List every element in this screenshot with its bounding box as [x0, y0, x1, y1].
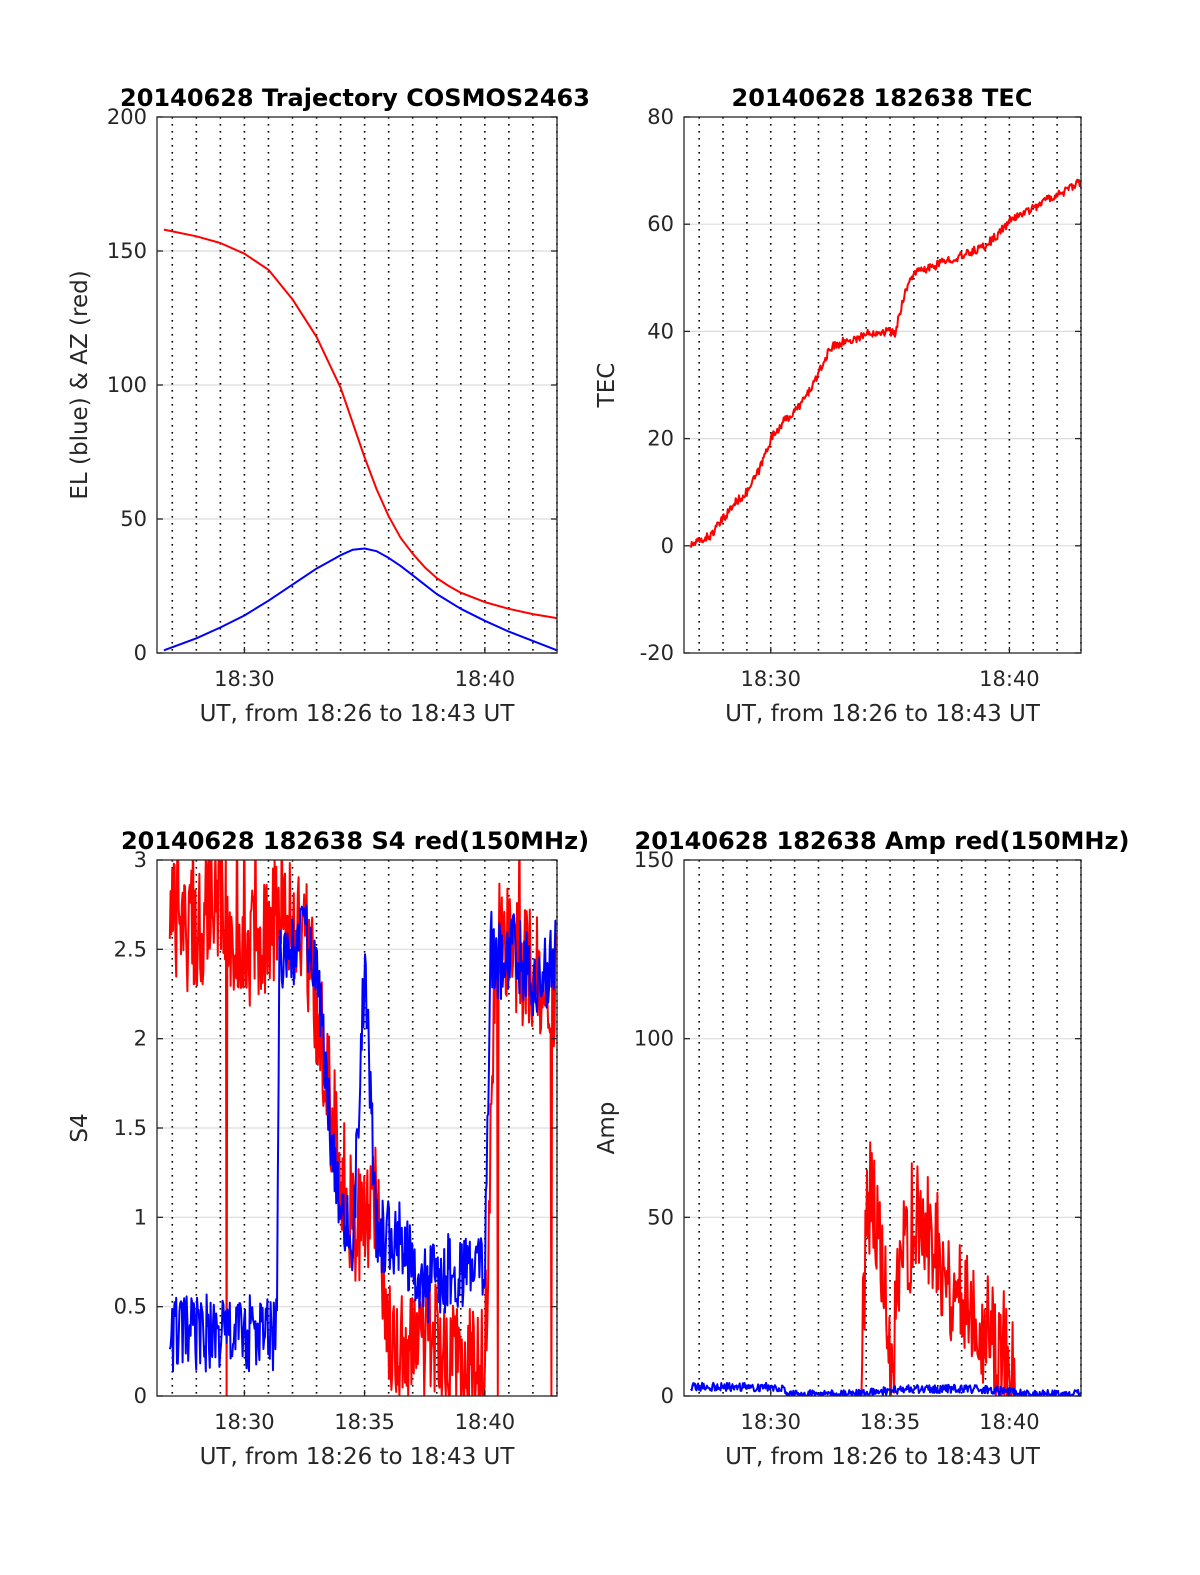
y-tick-label: 1 [134, 1205, 147, 1229]
y-tick-label: 0 [661, 1384, 674, 1408]
y-tick-label: 50 [647, 1205, 674, 1229]
x-tick-label: 18:30 [214, 1410, 275, 1434]
y-tick-label: 200 [107, 105, 147, 129]
chart-title: 20140628 182638 S4 red(150MHz) [121, 827, 589, 855]
x-axis-label: UT, from 18:26 to 18:43 UT [725, 701, 1041, 727]
panel-trajectory: 0 50 100 150 200 18:30 18:40 20140628 Trajecto… [67, 84, 590, 727]
y-tick-label: 2.5 [114, 937, 147, 961]
y-tick-label: 0 [134, 1384, 147, 1408]
red-series-line [163, 228, 557, 620]
x-tick-label: 18:40 [979, 1410, 1040, 1434]
x-axis-label: UT, from 18:26 to 18:43 UT [200, 701, 516, 727]
y-tick-label: 80 [647, 105, 674, 129]
x-tick-label: 18:40 [455, 1410, 516, 1434]
red-series-line [168, 860, 557, 1396]
y-tick-label: 20 [647, 427, 674, 451]
plot-frame [683, 859, 1082, 1397]
blue-series-line [690, 1381, 1081, 1396]
y-axis-label: S4 [67, 1113, 93, 1142]
y-tick-label: 1.5 [114, 1116, 147, 1140]
plot-frame [683, 116, 1082, 654]
panel-amp: 0 50 100 150 18:30 18:35 18:40 20140628 182638… [594, 827, 1129, 1470]
y-tick-label: 150 [634, 848, 674, 872]
y-tick-label: 2 [134, 1027, 147, 1051]
y-axis-label: EL (blue) & AZ (red) [67, 270, 93, 499]
chart-title: 20140628 Trajectory COSMOS2463 [120, 84, 590, 112]
blue-series-line [163, 547, 557, 652]
y-tick-label: -20 [640, 641, 674, 665]
y-tick-label: 150 [107, 239, 147, 263]
red-series-line [860, 1141, 1016, 1396]
y-tick-label: 60 [647, 212, 674, 236]
y-axis-label: Amp [594, 1102, 620, 1155]
panel-tec: -20 0 20 40 60 80 18:30 18:40 20140628 182638 T… [594, 84, 1082, 727]
y-tick-label: 100 [634, 1027, 674, 1051]
y-tick-label: 50 [120, 507, 147, 531]
y-tick-label: 0 [134, 641, 147, 665]
x-axis-label: UT, from 18:26 to 18:43 UT [725, 1444, 1041, 1470]
chart-title: 20140628 182638 Amp red(150MHz) [635, 827, 1130, 855]
x-tick-label: 18:35 [860, 1410, 921, 1434]
x-axis-label: UT, from 18:26 to 18:43 UT [200, 1444, 516, 1470]
x-tick-label: 18:30 [740, 1410, 801, 1434]
x-tick-label: 18:40 [979, 667, 1040, 691]
panel-s4: 0 0.5 1 1.5 2 2.5 3 18:30 18:35 18:40 20140628 18… [67, 827, 589, 1470]
blue-series-line [168, 904, 557, 1373]
y-tick-label: 3 [134, 848, 147, 872]
x-tick-label: 18:30 [214, 667, 275, 691]
y-tick-label: 0 [661, 534, 674, 558]
y-tick-label: 100 [107, 373, 147, 397]
y-axis-label: TEC [594, 363, 620, 409]
x-tick-label: 18:40 [455, 667, 516, 691]
y-tick-label: 40 [647, 319, 674, 343]
chart-title: 20140628 182638 TEC [732, 84, 1033, 112]
y-tick-label: 0.5 [114, 1295, 147, 1319]
red-series-line [689, 178, 1081, 548]
x-tick-label: 18:35 [334, 1410, 395, 1434]
x-tick-label: 18:30 [740, 667, 801, 691]
